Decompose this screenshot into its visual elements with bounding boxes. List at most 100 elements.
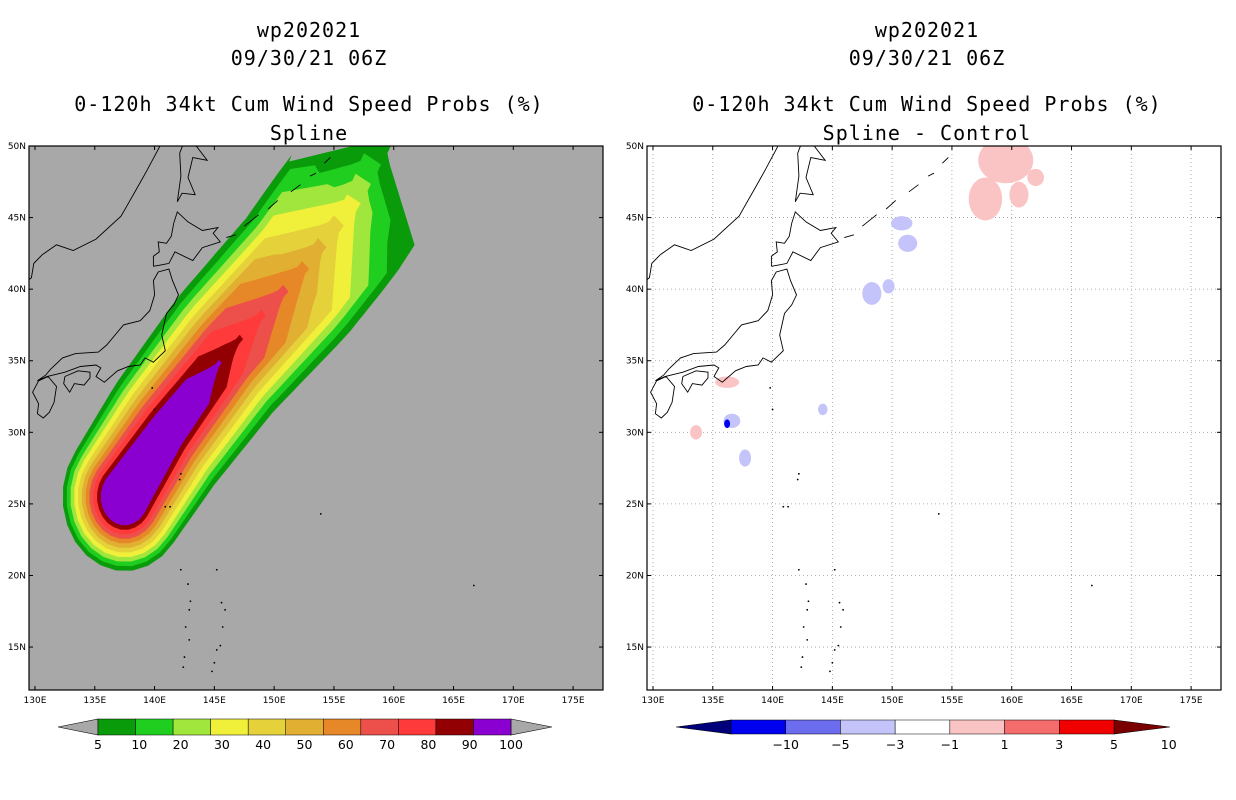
island xyxy=(807,600,810,603)
island xyxy=(182,666,185,668)
colorbar-low-cap xyxy=(57,718,99,736)
difference-field xyxy=(690,146,1045,467)
x-tick-label: 160E xyxy=(1000,696,1023,706)
coastline xyxy=(226,234,237,239)
difference-blob xyxy=(882,279,895,294)
probability-contour-100 xyxy=(100,359,222,526)
island xyxy=(802,626,805,628)
chart-title: 0-120h 34kt Cum Wind Speed Probs (%) xyxy=(692,92,1162,116)
y-tick-label: 20N xyxy=(8,571,26,581)
coastline xyxy=(647,254,661,357)
island xyxy=(169,505,172,508)
island xyxy=(164,505,167,508)
y-tick-label: 40N xyxy=(626,285,644,295)
coastline xyxy=(955,146,957,147)
difference-blob xyxy=(818,403,828,416)
gridlines xyxy=(647,145,1221,690)
x-tick-label: 155E xyxy=(323,696,346,706)
coastline xyxy=(927,172,935,177)
island xyxy=(215,568,218,571)
colorbar-swatch xyxy=(323,718,362,736)
island xyxy=(797,472,800,475)
coastline xyxy=(650,375,675,419)
island xyxy=(213,661,216,664)
island xyxy=(1090,584,1093,587)
difference-blob xyxy=(1027,168,1045,187)
island xyxy=(796,478,799,481)
coastline xyxy=(309,172,317,177)
island xyxy=(472,584,475,587)
colorbar-label: −1 xyxy=(941,737,959,752)
colorbar-label: 5 xyxy=(94,737,102,752)
coastline xyxy=(794,146,827,203)
colorbar-swatch xyxy=(730,719,786,735)
y-tick-label: 20N xyxy=(626,571,644,581)
island xyxy=(187,583,189,585)
island xyxy=(833,568,836,571)
colorbar-label: 70 xyxy=(379,737,395,752)
chart-subtitle: Spline - Control xyxy=(822,121,1032,145)
y-tick-label: 30N xyxy=(626,428,644,438)
colorbar-swatch xyxy=(1004,719,1060,735)
y-tick-label: 40N xyxy=(8,285,26,295)
colorbar-swatch xyxy=(1059,719,1115,735)
coastline xyxy=(908,184,919,193)
coastline xyxy=(681,370,709,394)
colorbar-high-cap xyxy=(510,718,553,736)
coastline xyxy=(176,146,209,203)
colorbar-swatch xyxy=(210,718,249,736)
colorbar-swatch xyxy=(360,718,399,736)
island xyxy=(153,408,156,411)
coastline xyxy=(29,254,43,357)
storm-id: wp202021 xyxy=(256,18,362,42)
axes: 130E 135E 140E 145E 150E 155E 160E 165E 170E 175E… xyxy=(8,142,604,706)
island xyxy=(839,626,842,628)
colorbar-swatch xyxy=(785,719,841,735)
x-tick-label: 165E xyxy=(1060,696,1083,706)
colorbar-swatch xyxy=(285,718,324,736)
coastline xyxy=(152,211,222,267)
island xyxy=(829,670,831,673)
plot-frame xyxy=(646,145,1222,691)
colorbar-label: 20 xyxy=(173,737,189,752)
island xyxy=(842,608,845,611)
island xyxy=(837,644,840,647)
colorbar-swatch xyxy=(949,719,1005,735)
colorbar-label: 10 xyxy=(1161,737,1177,752)
x-tick-label: 140E xyxy=(761,696,784,706)
y-tick-label: 35N xyxy=(8,357,26,367)
y-tick-label: 50N xyxy=(626,142,644,152)
island xyxy=(188,608,191,611)
coastline xyxy=(337,146,339,147)
island xyxy=(806,608,809,611)
chart-title: 0-120h 34kt Cum Wind Speed Probs (%) xyxy=(74,92,544,116)
island xyxy=(769,387,772,389)
colorbar-label: 30 xyxy=(214,737,230,752)
difference-blob xyxy=(890,216,913,231)
colorbar-label: −3 xyxy=(886,737,904,752)
coastline xyxy=(862,214,877,227)
island xyxy=(220,601,223,604)
storm-id: wp202021 xyxy=(874,18,980,42)
island xyxy=(831,661,834,664)
map-background xyxy=(647,146,1221,690)
probability-field xyxy=(63,146,415,571)
colorbar-swatch xyxy=(135,718,174,736)
forecast-datetime: 09/30/21 06Z xyxy=(230,46,388,70)
left-panel: wp202021 09/30/21 06Z 0-120h 34kt Cum Wi… xyxy=(8,18,604,752)
y-tick-label: 30N xyxy=(8,428,26,438)
colorbar-label: 1 xyxy=(1001,737,1009,752)
difference-blob xyxy=(968,177,1003,221)
x-tick-label: 165E xyxy=(442,696,465,706)
colorbar-swatch xyxy=(172,718,211,736)
difference-blob xyxy=(715,376,740,388)
island xyxy=(221,626,224,628)
colorbar-low-cap xyxy=(675,719,732,735)
x-tick-label: 175E xyxy=(562,696,585,706)
x-tick-label: 160E xyxy=(382,696,405,706)
x-tick-label: 135E xyxy=(701,696,724,706)
coastline xyxy=(32,375,57,419)
plot-frame xyxy=(28,145,604,691)
x-tick-label: 130E xyxy=(24,696,47,706)
island xyxy=(219,644,222,647)
